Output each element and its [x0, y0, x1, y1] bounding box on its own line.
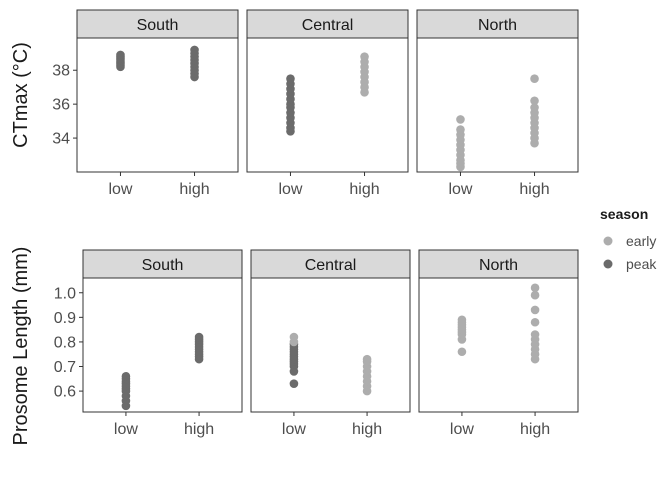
facet-strip-label: South [137, 17, 179, 34]
data-point-peak [121, 372, 131, 381]
data-point-early [530, 290, 540, 300]
y-axis-title-prosome-length: Prosome Length (mm) [10, 247, 32, 446]
x-tick-label-high: high [519, 181, 549, 198]
x-tick-label-low: low [108, 181, 132, 198]
y-axis-title-ctmax: CTmax (°C) [10, 42, 32, 148]
facet-strip-label: North [479, 257, 518, 274]
y-tick-label: 0.8 [54, 334, 76, 351]
panel-ctmax-south: South low high 34 36 38 [52, 9, 239, 198]
y-tick-label: 0.6 [54, 384, 76, 401]
panels-layer: South low high 34 36 38 Central low high North low… [52, 9, 579, 438]
panel-background [417, 38, 578, 172]
panel-prosome-north: North low high [418, 249, 579, 438]
panel-background [251, 278, 410, 412]
data-point-early [530, 103, 539, 112]
data-point-early [530, 74, 539, 84]
facet-strip [246, 9, 409, 39]
y-tick-label: 36 [52, 97, 70, 114]
y-tick-label: 38 [52, 63, 70, 80]
panel-border [76, 37, 239, 173]
x-tick-label-low: low [114, 421, 138, 438]
facet-strip [418, 249, 579, 279]
x-tick-label-low: low [282, 421, 306, 438]
data-point-early [362, 354, 372, 364]
data-point-early [456, 115, 465, 124]
panel-border [418, 277, 579, 413]
legend-key-peak [603, 259, 613, 269]
panel-border [246, 37, 409, 173]
legend-label-early: early [626, 233, 656, 249]
x-tick-label-high: high [179, 181, 209, 198]
x-tick-label-low: low [448, 181, 472, 198]
facet-strip-label: Central [302, 17, 354, 34]
y-tick-label: 1.0 [54, 285, 76, 302]
panel-prosome-south: South low high 0.6 0.7 0.8 0.9 1.0 [54, 249, 243, 438]
legend-key-early [603, 236, 613, 246]
data-point-early [360, 52, 369, 61]
data-point-peak [190, 45, 199, 55]
x-tick-label-high: high [352, 421, 382, 438]
x-tick-label-high: high [349, 181, 379, 198]
legend-title: season [600, 206, 648, 222]
data-point-early [289, 332, 299, 342]
data-point-peak [286, 74, 295, 84]
data-point-early [530, 317, 540, 327]
facet-strip-label: North [478, 17, 517, 34]
data-point-early [530, 283, 540, 293]
data-point-peak [194, 332, 204, 342]
x-tick-label-low: low [278, 181, 302, 198]
panel-background [77, 38, 238, 172]
panel-prosome-central: Central low high [250, 249, 411, 438]
legend-label-peak: peak [626, 256, 657, 272]
panel-background [83, 278, 242, 412]
data-point-early [530, 330, 540, 339]
facet-strip [76, 9, 239, 39]
legend: season early peak [600, 206, 657, 272]
y-tick-label: 34 [52, 131, 70, 148]
panel-border [82, 277, 243, 413]
panel-ctmax-north: North low high [416, 9, 579, 198]
data-point-early [530, 96, 539, 106]
data-point-peak [289, 379, 299, 389]
facet-strip-label: South [142, 257, 184, 274]
data-point-early [457, 347, 467, 357]
x-tick-label-low: low [450, 421, 474, 438]
data-point-early [457, 315, 467, 325]
y-tick-label: 0.9 [54, 310, 76, 327]
panel-background [419, 278, 578, 412]
facet-strip [416, 9, 579, 39]
x-tick-label-high: high [520, 421, 550, 438]
x-tick-label-high: high [184, 421, 214, 438]
y-tick-label: 0.7 [54, 359, 76, 376]
panel-border [250, 277, 411, 413]
panel-ctmax-central: Central low high [246, 9, 409, 198]
panel-border [416, 37, 579, 173]
data-point-early [456, 125, 465, 134]
facet-strip-label: Central [305, 257, 357, 274]
data-point-early [530, 305, 540, 315]
panel-background [247, 38, 408, 172]
data-point-peak [116, 50, 125, 60]
